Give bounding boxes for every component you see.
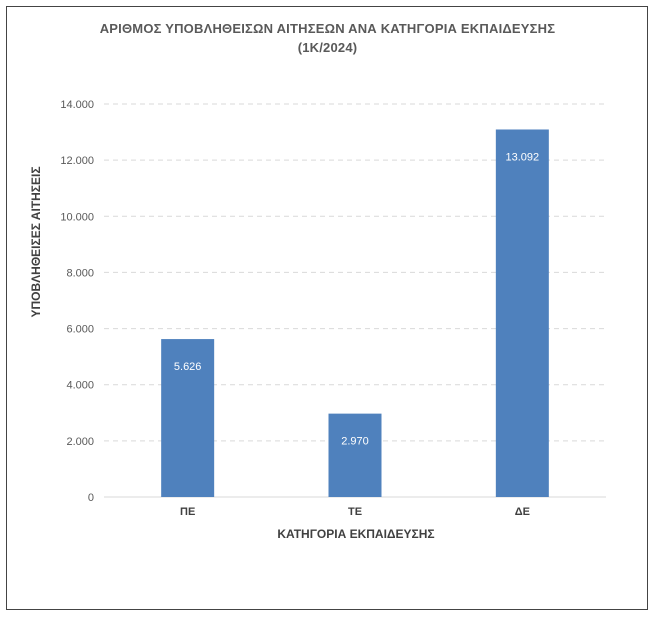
y-tick-label: 2.000 xyxy=(66,436,94,448)
bars xyxy=(161,129,549,497)
data-label: 13.092 xyxy=(506,151,540,163)
y-tick-label: 10.000 xyxy=(60,211,94,223)
category-label: ΤΕ xyxy=(348,506,362,518)
category-label: ΔΕ xyxy=(515,506,530,518)
y-tick-label: 14.000 xyxy=(60,99,94,111)
bar-ΤΕ xyxy=(328,413,382,497)
category-labels: ΠΕ ΤΕ ΔΕ xyxy=(180,506,530,518)
y-tick-label: 4.000 xyxy=(66,380,94,392)
category-label: ΠΕ xyxy=(180,506,195,518)
data-label: 5.626 xyxy=(174,361,202,373)
x-axis-label: ΚΑΤΗΓΟΡΙΑ ΕΚΠΑΙΔΕΥΣΗΣ xyxy=(277,527,434,541)
y-tick-labels: 0 2.000 4.000 6.000 8.000 10.000 12.000 14.000 xyxy=(60,99,94,504)
bar-ΠΕ xyxy=(161,339,215,497)
y-tick-label: 6.000 xyxy=(66,324,94,336)
bar-ΔΕ xyxy=(495,129,549,497)
y-tick-label: 0 xyxy=(88,492,94,504)
y-tick-label: 8.000 xyxy=(66,267,94,279)
chart-title: ΑΡΙΘΜΟΣ ΥΠΟΒΛΗΘΕΙΣΩΝ ΑΙΤΗΣΕΩΝ ΑΝΑ ΚΑΤΗΓΟ… xyxy=(99,21,556,36)
data-label: 2.970 xyxy=(341,436,369,448)
y-tick-label: 12.000 xyxy=(60,155,94,167)
y-axis-label: ΥΠΟΒΛΗΘΕΙΣΕΣ ΑΙΤΗΣΕΙΣ xyxy=(29,166,43,317)
chart-subtitle: (1Κ/2024) xyxy=(297,40,358,55)
data-labels: 5.626 2.970 13.092 xyxy=(174,151,539,447)
